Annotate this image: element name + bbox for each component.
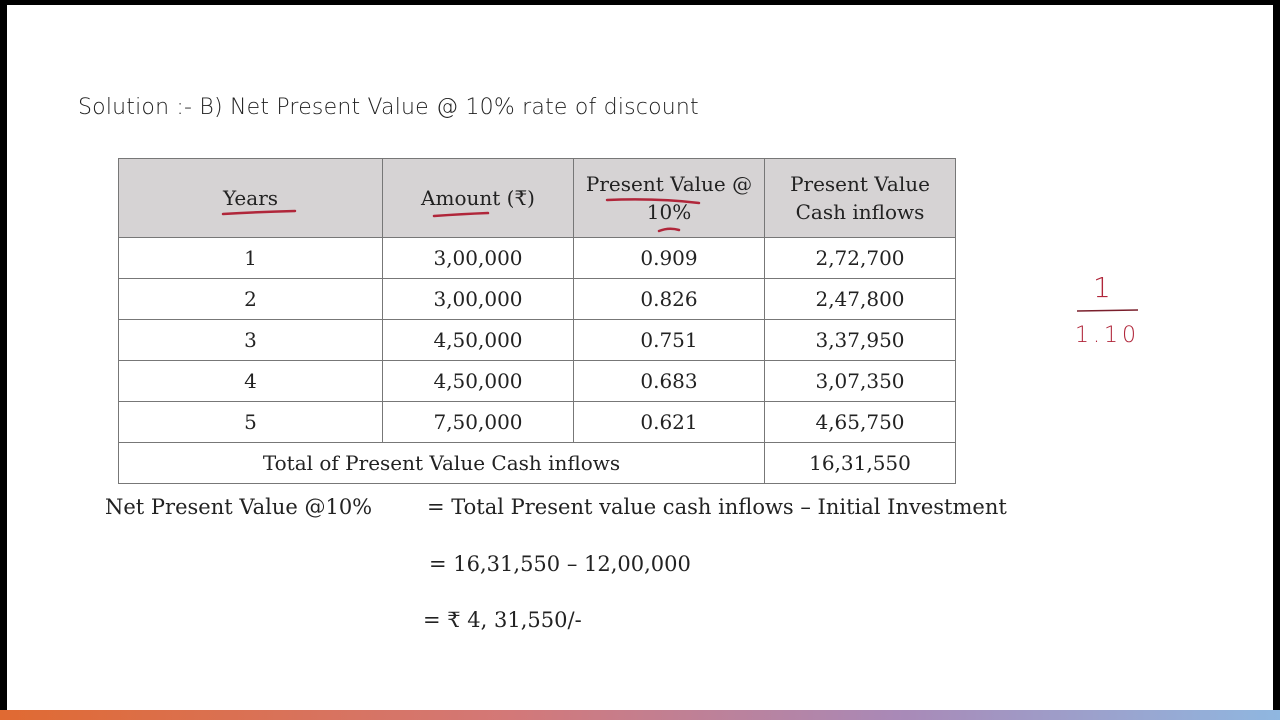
npv-result: = ₹ 4, 31,550/- xyxy=(423,608,582,632)
npv-substitution: = 16,31,550 – 12,00,000 xyxy=(429,552,691,576)
cell-year: 3 xyxy=(118,319,383,361)
npv-formula: = Total Present value cash inflows – Ini… xyxy=(427,495,1007,519)
cell-amount: 4,50,000 xyxy=(382,319,574,361)
npv-table: Years Amount (₹) Present Value @ 10% Pre… xyxy=(118,158,956,484)
cell-pv-factor: 0.751 xyxy=(573,319,765,361)
cell-amount: 3,00,000 xyxy=(382,278,574,320)
total-value: 16,31,550 xyxy=(764,442,956,484)
annotation-numerator: 1 xyxy=(1093,271,1111,304)
cell-year: 2 xyxy=(118,278,383,320)
cell-pv-factor: 0.621 xyxy=(573,401,765,443)
cell-year: 4 xyxy=(118,360,383,402)
fraction-bar xyxy=(1076,309,1139,312)
total-row: Total of Present Value Cash inflows 16,3… xyxy=(118,442,956,484)
table-row: 2 3,00,000 0.826 2,47,800 xyxy=(118,278,956,320)
cell-pv-cash: 4,65,750 xyxy=(764,401,956,443)
slide-title: Solution :- B) Net Present Value @ 10% r… xyxy=(78,95,699,120)
header-years: Years xyxy=(118,158,383,238)
cell-pv-factor: 0.826 xyxy=(573,278,765,320)
table-row: 5 7,50,000 0.621 4,65,750 xyxy=(118,401,956,443)
cell-year: 1 xyxy=(118,237,383,279)
footer-gradient-bar xyxy=(0,710,1280,720)
cell-pv-cash: 2,72,700 xyxy=(764,237,956,279)
table-row: 3 4,50,000 0.751 3,37,950 xyxy=(118,319,956,361)
underline-amount xyxy=(432,211,490,218)
header-pv-factor: Present Value @ 10% xyxy=(573,158,765,238)
cell-pv-cash: 2,47,800 xyxy=(764,278,956,320)
underline-present-value xyxy=(605,198,701,205)
underline-10-percent xyxy=(657,227,681,233)
annotation-denominator: 1.10 xyxy=(1075,323,1140,348)
table-header-row: Years Amount (₹) Present Value @ 10% Pre… xyxy=(118,158,956,238)
total-label: Total of Present Value Cash inflows xyxy=(118,442,765,484)
header-amount: Amount (₹) xyxy=(382,158,574,238)
npv-formula-label: Net Present Value @10% xyxy=(105,495,373,519)
table-row: 1 3,00,000 0.909 2,72,700 xyxy=(118,237,956,279)
header-pv-cash-label: Present Value Cash inflows xyxy=(790,172,930,224)
slide: Solution :- B) Net Present Value @ 10% r… xyxy=(7,5,1273,720)
cell-pv-factor: 0.909 xyxy=(573,237,765,279)
cell-pv-cash: 3,07,350 xyxy=(764,360,956,402)
cell-pv-cash: 3,37,950 xyxy=(764,319,956,361)
cell-amount: 3,00,000 xyxy=(382,237,574,279)
handwritten-underlines xyxy=(221,198,1139,312)
underline-years xyxy=(221,209,297,216)
header-pv-factor-label: Present Value @ 10% xyxy=(585,172,753,224)
